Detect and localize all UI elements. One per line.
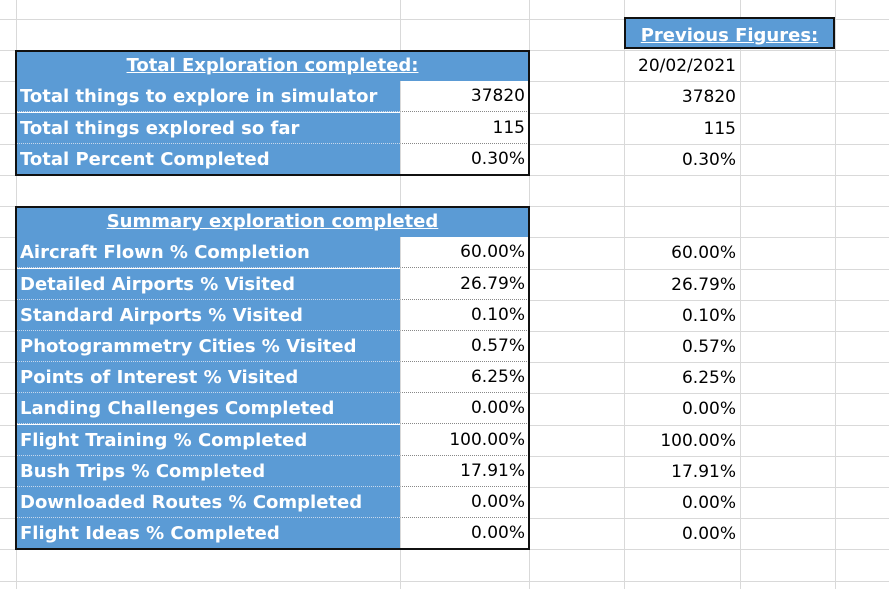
row-value[interactable]: 37820 <box>400 81 529 112</box>
row-label[interactable]: Total Percent Completed <box>16 144 400 175</box>
row-label[interactable]: Total things to explore in simulator <box>16 81 400 112</box>
row-label[interactable]: Downloaded Routes % Completed <box>16 487 400 518</box>
row-label[interactable]: Flight Ideas % Completed <box>16 518 400 549</box>
row-label[interactable]: Total things explored so far <box>16 113 400 144</box>
row-value[interactable]: 60.00% <box>400 237 529 268</box>
grid-line <box>529 0 530 589</box>
previous-value[interactable]: 0.10% <box>681 305 736 326</box>
row-value[interactable]: 0.00% <box>400 487 529 518</box>
previous-value[interactable]: 37820 <box>681 86 736 107</box>
row-value[interactable]: 6.25% <box>400 362 529 393</box>
section-title: Total Exploration completed: <box>16 50 529 81</box>
previous-value[interactable]: 26.79% <box>671 274 736 295</box>
row-value[interactable]: 0.00% <box>400 393 529 424</box>
row-value[interactable]: 0.00% <box>400 518 529 549</box>
previous-value[interactable]: 115 <box>703 118 736 139</box>
previous-value[interactable]: 0.00% <box>681 523 736 544</box>
row-label[interactable]: Detailed Airports % Visited <box>16 269 400 300</box>
grid-line <box>624 0 625 589</box>
row-label[interactable]: Photogrammetry Cities % Visited <box>16 331 400 362</box>
row-label[interactable]: Landing Challenges Completed <box>16 393 400 424</box>
row-label[interactable]: Flight Training % Completed <box>16 425 400 456</box>
grid-line <box>0 581 889 582</box>
grid-line <box>0 19 889 20</box>
row-value[interactable]: 26.79% <box>400 269 529 300</box>
previous-title: Previous Figures: <box>624 17 835 49</box>
row-value[interactable]: 0.57% <box>400 331 529 362</box>
row-label[interactable]: Points of Interest % Visited <box>16 362 400 393</box>
previous-value[interactable]: 100.00% <box>660 430 736 451</box>
previous-value[interactable]: 0.00% <box>681 398 736 419</box>
row-value[interactable]: 100.00% <box>400 425 529 456</box>
previous-value[interactable]: 17.91% <box>671 461 736 482</box>
row-label[interactable]: Bush Trips % Completed <box>16 456 400 487</box>
row-label[interactable]: Standard Airports % Visited <box>16 300 400 331</box>
row-value[interactable]: 115 <box>400 113 529 144</box>
grid-line <box>740 0 741 589</box>
grid-line <box>0 549 889 550</box>
section-title: Summary exploration completed <box>16 206 529 237</box>
previous-value[interactable]: 0.00% <box>681 492 736 513</box>
grid-line <box>0 175 889 176</box>
row-value[interactable]: 0.10% <box>400 300 529 331</box>
row-value[interactable]: 17.91% <box>400 456 529 487</box>
previous-date[interactable]: 20/02/2021 <box>638 55 736 76</box>
row-value[interactable]: 0.30% <box>400 144 529 175</box>
previous-value[interactable]: 0.30% <box>681 149 736 170</box>
grid-line <box>835 0 836 589</box>
previous-value[interactable]: 6.25% <box>681 367 736 388</box>
row-label[interactable]: Aircraft Flown % Completion <box>16 237 400 268</box>
previous-value[interactable]: 60.00% <box>671 242 736 263</box>
previous-value[interactable]: 0.57% <box>681 336 736 357</box>
